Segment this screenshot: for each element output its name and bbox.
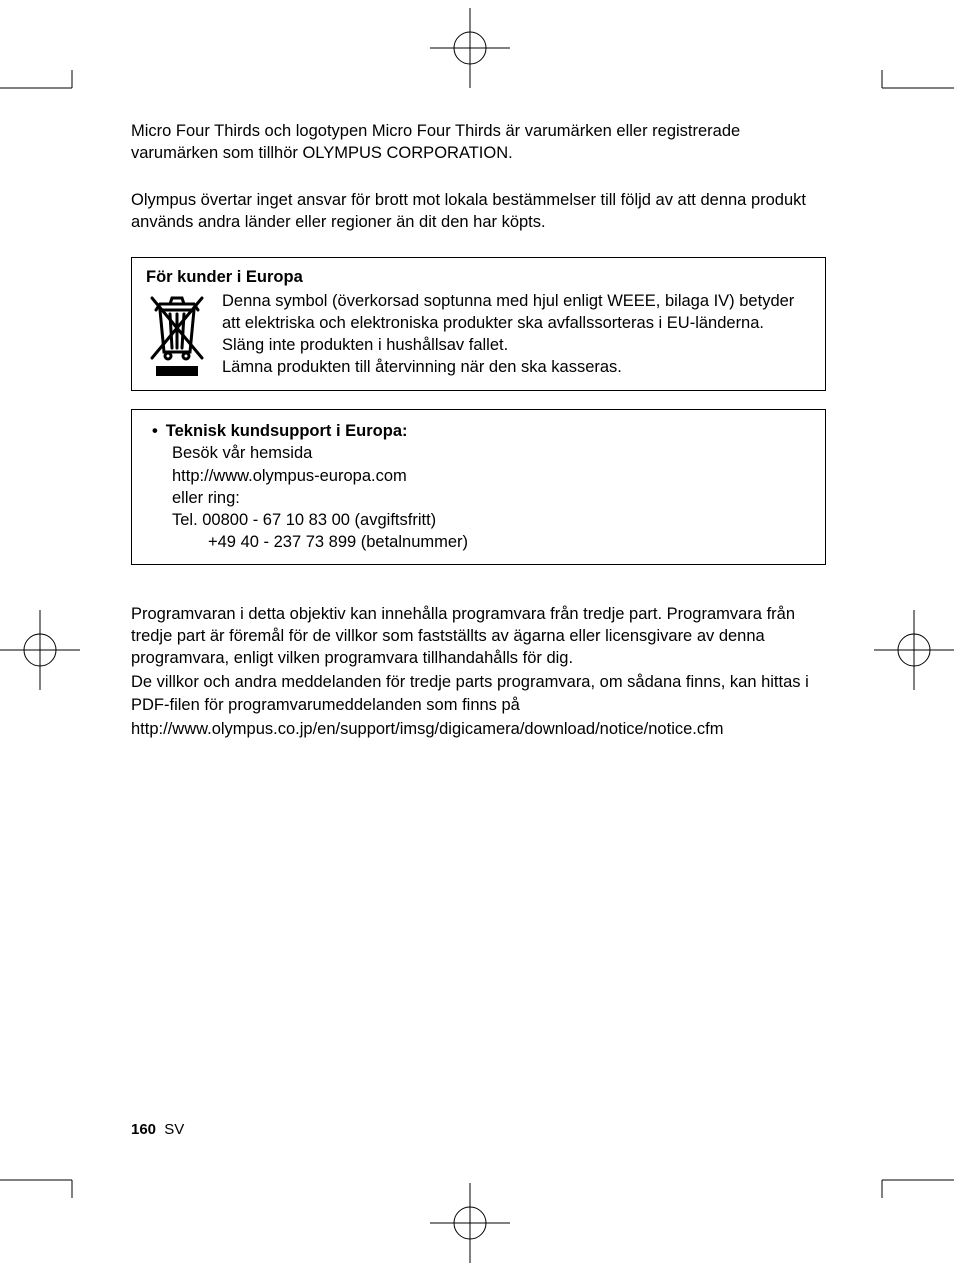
cropmark-tl <box>0 70 90 106</box>
page-footer: 160 SV <box>131 1121 184 1138</box>
support-head: Teknisk kundsupport i Europa: <box>166 420 408 442</box>
weee-line1: Denna symbol (överkorsad soptunna med hj… <box>222 290 811 334</box>
support-l2: http://www.olympus-europa.com <box>152 465 811 487</box>
regmark-top <box>420 8 520 93</box>
support-l3: eller ring: <box>152 487 811 509</box>
weee-text: Denna symbol (överkorsad soptunna med hj… <box>222 290 811 378</box>
regmark-right <box>874 600 954 705</box>
software-para-a: Programvaran i detta objektiv kan innehå… <box>131 603 826 670</box>
support-box: • Teknisk kundsupport i Europa: Besök vå… <box>131 409 826 565</box>
cropmark-bl <box>0 1162 90 1198</box>
page-content: Micro Four Thirds och logotypen Micro Fo… <box>131 120 826 764</box>
page-number: 160 <box>131 1121 156 1138</box>
support-l4: Tel. 00800 - 67 10 83 00 (avgiftsfritt) <box>152 509 811 531</box>
liability-para: Olympus övertar inget ansvar för brott m… <box>131 189 826 234</box>
bullet: • <box>152 420 158 442</box>
software-para-c: http://www.olympus.co.jp/en/support/imsg… <box>131 718 826 740</box>
weee-line3: Lämna produkten till återvinning när den… <box>222 356 811 378</box>
support-l1: Besök vår hemsida <box>152 442 811 464</box>
page-lang: SV <box>164 1121 184 1138</box>
weee-title: För kunder i Europa <box>146 268 811 287</box>
cropmark-tr <box>864 70 954 106</box>
support-l5: +49 40 - 237 73 899 (betalnummer) <box>152 531 811 553</box>
regmark-left <box>0 600 80 705</box>
regmark-bottom <box>420 1183 520 1268</box>
software-para-b: De villkor och andra meddelanden för tre… <box>131 671 826 716</box>
trademark-para: Micro Four Thirds och logotypen Micro Fo… <box>131 120 826 165</box>
weee-box: För kunder i Europa <box>131 257 826 391</box>
weee-line2: Släng inte produkten i hushållsav fallet… <box>222 334 811 356</box>
cropmark-br <box>864 1162 954 1198</box>
weee-icon <box>146 290 208 380</box>
